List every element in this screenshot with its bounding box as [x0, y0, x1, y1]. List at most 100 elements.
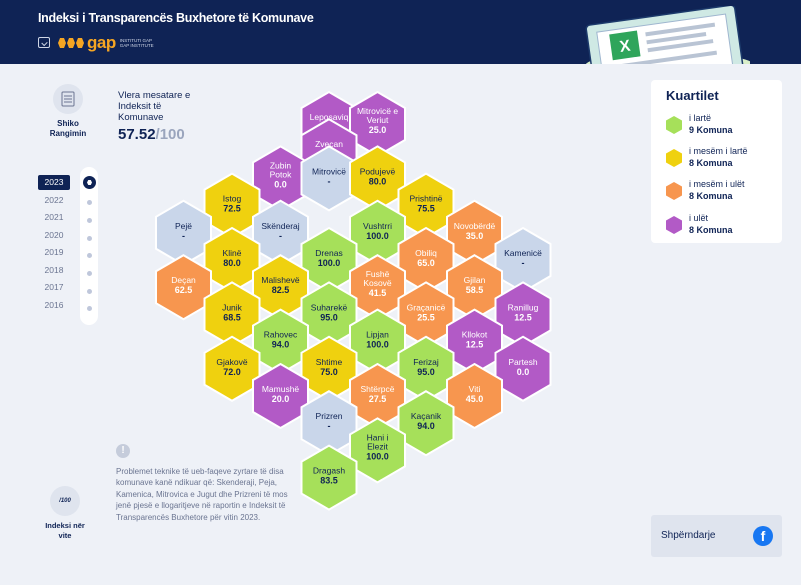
year-2018[interactable]: 2018 — [44, 264, 64, 275]
hex-cell[interactable] — [203, 335, 261, 402]
hex-cell[interactable] — [155, 254, 212, 321]
hex-name-label: Suharekë — [311, 302, 348, 312]
hex-cell[interactable] — [349, 417, 406, 484]
hex-value-label: 65.0 — [417, 258, 435, 268]
hex-value-label: 100.0 — [318, 258, 341, 268]
legend-swatch — [666, 216, 682, 234]
ranking-list-icon[interactable] — [53, 84, 83, 114]
year-2023[interactable]: 2023 — [38, 175, 70, 190]
hex-value-label: 83.5 — [320, 476, 338, 486]
hex-name-label: Novobërdë — [454, 221, 496, 231]
hex-name-label: Zveçan — [315, 139, 343, 149]
hex-name-label: Junik — [222, 302, 243, 312]
show-ranking-link[interactable]: Shiko Rangimin — [49, 119, 87, 138]
year-2020[interactable]: 2020 — [44, 229, 64, 240]
hex-name-label: Rahovec — [264, 330, 298, 340]
hex-cell[interactable] — [252, 362, 309, 430]
year-slider[interactable] — [80, 167, 98, 325]
year-slider-dot[interactable] — [87, 218, 92, 223]
hex-name-label: Klinë — [223, 248, 242, 258]
hex-value-label: 72.5 — [223, 204, 241, 214]
hex-value-label: 62.5 — [175, 285, 193, 295]
page-title: Indeksi i Transparencës Buxhetore të Kom… — [38, 11, 314, 25]
hex-value-label: 12.5 — [466, 340, 484, 350]
hex-name-label: Graçanicë — [407, 302, 446, 312]
hex-mitrovic-[interactable]: Mitrovicë- — [300, 145, 358, 212]
year-slider-dot[interactable] — [87, 236, 92, 241]
hex-value-label: 20.0 — [272, 394, 290, 404]
hex-value-label: - — [522, 258, 525, 268]
average-value: 57.52/100 — [118, 126, 185, 143]
hex-value-label: 100.0 — [366, 451, 389, 461]
hex-cell[interactable] — [397, 390, 455, 457]
hex-name-label: Potok — [270, 169, 292, 179]
hex-name-label: Dragash — [313, 466, 345, 476]
hex-name-label: Skënderaj — [261, 221, 299, 231]
hex-name-label: Ranillug — [508, 302, 539, 312]
year-2022[interactable]: 2022 — [44, 194, 64, 205]
average-label: Vlera mesatare e Indeksit të Komunave — [118, 90, 191, 123]
hex-name-label: Deçan — [171, 275, 196, 285]
year-2016[interactable]: 2016 — [44, 299, 64, 310]
hex-name-label: Zubin — [270, 160, 292, 170]
hex-name-label: Viti — [469, 384, 481, 394]
year-slider-dot[interactable] — [87, 271, 92, 276]
legend-item-high: i lartë 9 Komuna — [666, 113, 776, 143]
technical-note: Problemet teknike të ueb-faqeve zyrtare … — [116, 467, 288, 522]
hex-cell[interactable] — [446, 362, 503, 430]
hex-name-label: Istog — [223, 194, 242, 204]
hex-value-label: - — [182, 231, 185, 241]
hex-name-label: Gjilan — [464, 275, 486, 285]
hex-name-label: Vushtrri — [363, 221, 392, 231]
hex-value-label: 94.0 — [272, 340, 290, 350]
hex-value-label: 68.5 — [223, 312, 241, 322]
hex-name-label: Drenas — [315, 248, 342, 258]
hex-name-label: Mitrovicë — [312, 166, 346, 176]
hex-name-label: Kamenicë — [504, 248, 542, 258]
menu-toggle-icon[interactable] — [38, 37, 50, 48]
hex-name-label: Kosovë — [363, 278, 392, 288]
index-over-years-link[interactable]: Indeksi nër vite — [45, 521, 85, 540]
hex-name-label: Partesh — [508, 357, 538, 367]
hex-value-label: 75.0 — [320, 367, 338, 377]
year-2019[interactable]: 2019 — [44, 247, 64, 257]
hex-name-label: Prishtinë — [409, 194, 442, 204]
hex-name-label: Fushë — [366, 269, 390, 279]
facebook-icon[interactable]: f — [753, 526, 773, 546]
year-slider-dot[interactable] — [87, 200, 92, 205]
year-slider-handle[interactable] — [83, 176, 96, 189]
legend-title: Kuartilet — [666, 88, 719, 103]
hex-value-label: 25.0 — [369, 125, 387, 135]
year-slider-dot[interactable] — [87, 289, 92, 294]
hex-name-label: Gjakovë — [216, 357, 247, 367]
hex-value-label: 12.5 — [514, 312, 532, 322]
year-2021[interactable]: 2021 — [44, 212, 64, 222]
hex-cell[interactable] — [300, 444, 358, 511]
hex-cell[interactable] — [494, 335, 552, 402]
hex-value-label: 80.0 — [369, 176, 387, 186]
hex-value-label: 95.0 — [417, 367, 435, 377]
hex-name-label: Podujevë — [360, 166, 396, 176]
year-list: 2023 2022 2021 2020 2019 2018 2017 2016 — [38, 175, 70, 315]
year-slider-dot[interactable] — [87, 306, 92, 311]
hex-name-label: Pejë — [175, 221, 192, 231]
index-over-years-icon[interactable]: /100 — [50, 486, 80, 516]
hex-name-label: Mitrovicë e — [357, 106, 398, 116]
year-2017[interactable]: 2017 — [44, 282, 64, 292]
year-slider-dot[interactable] — [87, 253, 92, 258]
hex-value-label: 75.5 — [417, 204, 435, 214]
gap-logo[interactable]: gap INSTITUTI GAP GAP INSTITUTE — [58, 33, 154, 53]
